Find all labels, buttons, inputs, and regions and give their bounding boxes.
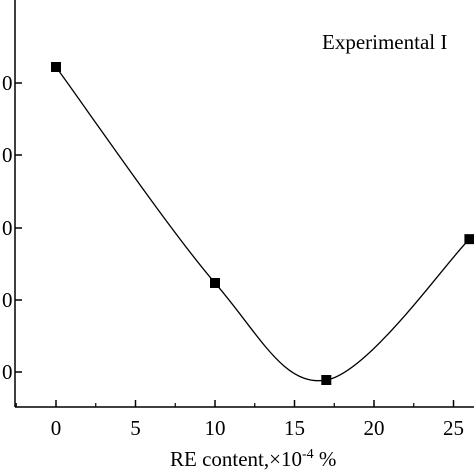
y-tick-label: 0 bbox=[2, 360, 13, 384]
data-point bbox=[51, 62, 61, 72]
y-tick-label: 0 bbox=[2, 288, 13, 312]
data-point bbox=[464, 234, 474, 245]
data-point bbox=[321, 375, 332, 385]
data-markers bbox=[51, 62, 474, 385]
data-point bbox=[210, 277, 220, 288]
y-tick-label: 0 bbox=[2, 71, 13, 95]
y-tick-label: 0 bbox=[2, 143, 13, 167]
x-axis-label-exponent: -4 bbox=[302, 447, 314, 462]
x-tick-label: 10 bbox=[205, 416, 226, 440]
x-tick-label: 25 bbox=[443, 416, 464, 440]
x-tick-label: 20 bbox=[364, 416, 385, 440]
y-ticks: 0 0 0 0 0 bbox=[2, 71, 22, 384]
y-tick-label: 0 bbox=[2, 216, 13, 240]
plot-frame bbox=[14, 0, 474, 408]
x-ticks: 0 5 10 15 20 25 bbox=[15, 400, 464, 440]
x-tick-label: 0 bbox=[51, 416, 62, 440]
series-curve bbox=[55, 66, 470, 382]
x-axis-label-unit: % bbox=[314, 447, 337, 471]
x-tick-label: 5 bbox=[130, 416, 141, 440]
legend-text: Experimental I bbox=[322, 30, 447, 54]
x-axis-label: RE content,×10-4 % bbox=[170, 447, 336, 471]
x-tick-label: 15 bbox=[284, 416, 305, 440]
